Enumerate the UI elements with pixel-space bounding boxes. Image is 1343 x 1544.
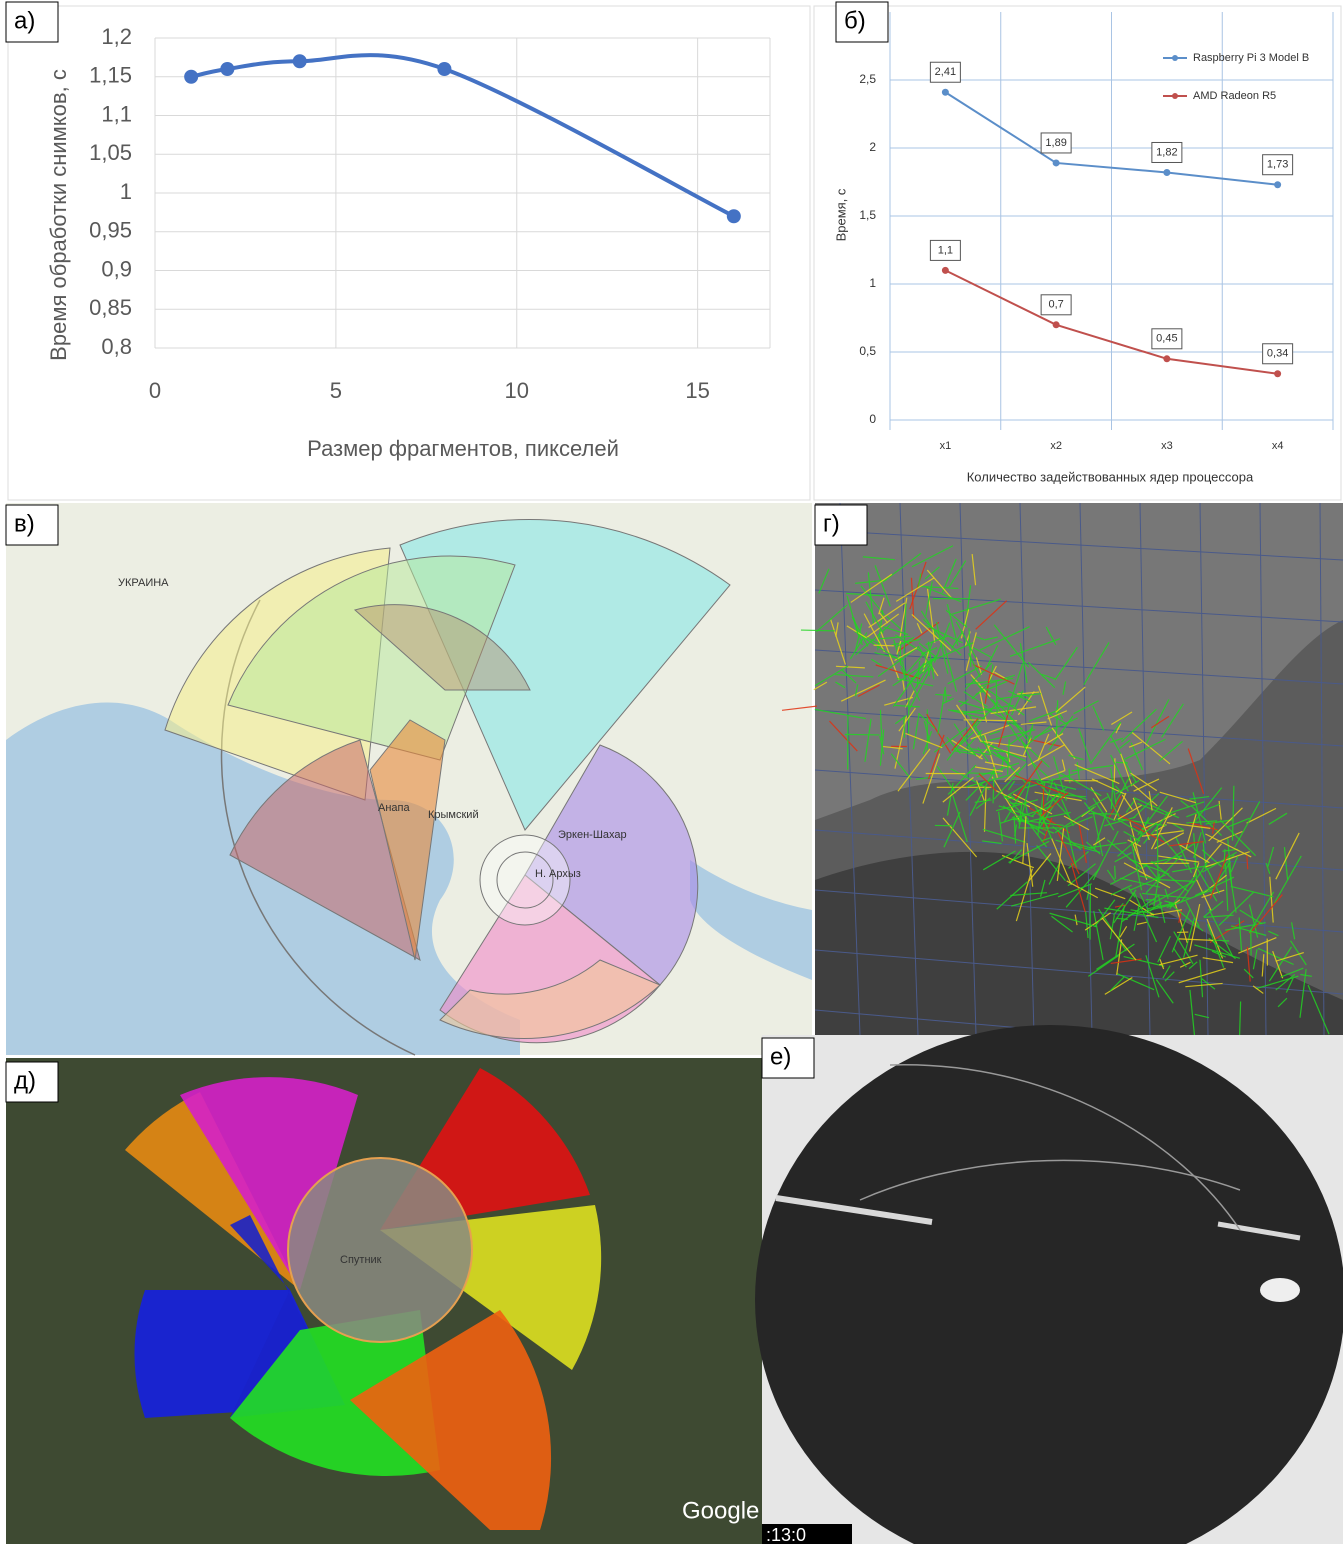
data-label: 2,41 <box>935 66 956 78</box>
marker <box>220 62 234 76</box>
track <box>1157 825 1158 877</box>
ring <box>480 835 570 925</box>
glare <box>1260 1278 1300 1302</box>
panel-label: е) <box>770 1043 791 1070</box>
satellite-panel: Спутник Google <box>6 1058 762 1544</box>
panel-label: а) <box>14 7 35 34</box>
marker <box>1163 355 1170 362</box>
data-label: 1,89 <box>1045 137 1066 149</box>
data-label: 0,7 <box>1048 299 1063 311</box>
y-tick-label: 1,15 <box>89 63 132 88</box>
y-tick-label: 0,9 <box>101 256 132 281</box>
y-tick-label: 0,5 <box>859 344 876 358</box>
data-label: 1,73 <box>1267 159 1288 171</box>
marker <box>437 62 451 76</box>
data-label: 0,45 <box>1156 333 1177 345</box>
marker <box>1053 159 1060 166</box>
y-tick-label: 1,5 <box>859 208 876 222</box>
y-tick-label: 0,85 <box>89 295 132 320</box>
map-label: Крымский <box>428 809 479 821</box>
x-axis-label: Количество задействованных ядер процессо… <box>967 469 1254 484</box>
ring <box>288 1158 472 1342</box>
y-tick-label: 2 <box>869 140 876 154</box>
marker <box>184 70 198 84</box>
camera-panel: :13:0 <box>755 1025 1343 1544</box>
track-panel <box>782 503 1343 1056</box>
map-label: Спутник <box>340 1254 382 1266</box>
marker <box>293 54 307 68</box>
track <box>874 645 894 646</box>
x-axis-label: Размер фрагментов, пикселей <box>307 436 619 461</box>
marker <box>1274 370 1281 377</box>
map-label: УКРАИНА <box>118 577 169 589</box>
marker <box>942 89 949 96</box>
x-tick-label: x1 <box>940 440 952 452</box>
marker <box>727 209 741 223</box>
y-tick-label: 1,05 <box>89 140 132 165</box>
y-tick-label: 0,95 <box>89 218 132 243</box>
y-tick-label: 0 <box>869 412 876 426</box>
panel-label: б) <box>844 7 866 34</box>
x-tick-label: 5 <box>330 378 342 403</box>
panel-label: в) <box>14 510 35 537</box>
x-tick-label: x2 <box>1050 440 1062 452</box>
y-tick-label: 1 <box>869 276 876 290</box>
map-label: Анапа <box>378 802 410 814</box>
map-label: Эркен-Шахар <box>558 829 627 841</box>
y-tick-label: 1,1 <box>101 101 132 126</box>
x-tick-label: 10 <box>505 378 529 403</box>
y-tick-label: 2,5 <box>859 72 876 86</box>
map-panel: УКРАИНА Анапа Крымский Эркен-Шахар Н. Ар… <box>6 503 812 1055</box>
timestamp: :13:0 <box>766 1525 806 1544</box>
y-axis-label: Время обработки снимков, с <box>46 69 71 361</box>
data-label: 1,1 <box>938 244 953 256</box>
data-label: 1,82 <box>1156 146 1177 158</box>
track <box>1115 866 1116 879</box>
watermark: Google <box>682 1497 759 1524</box>
marker <box>1053 321 1060 328</box>
x-tick-label: x4 <box>1272 440 1284 452</box>
x-tick-label: 15 <box>685 378 709 403</box>
track <box>845 734 880 735</box>
legend-swatch <box>1172 93 1178 99</box>
data-label: 0,34 <box>1267 348 1288 360</box>
y-axis-label: Время, с <box>833 188 848 241</box>
legend-label: AMD Radeon R5 <box>1193 90 1276 102</box>
y-tick-label: 1 <box>120 179 132 204</box>
track <box>904 717 905 738</box>
marker <box>1163 169 1170 176</box>
panel-label: г) <box>823 510 840 537</box>
x-tick-label: x3 <box>1161 440 1173 452</box>
x-tick-label: 0 <box>149 378 161 403</box>
marker <box>942 267 949 274</box>
marker <box>1274 181 1281 188</box>
track <box>964 720 1018 721</box>
y-tick-label: 0,8 <box>101 334 132 359</box>
panel-label: д) <box>14 1067 36 1094</box>
y-tick-label: 1,2 <box>101 24 132 49</box>
legend-swatch <box>1172 55 1178 61</box>
figure: УКРАИНА Анапа Крымский Эркен-Шахар Н. Ар… <box>0 0 1343 1544</box>
map-label: Н. Архыз <box>535 868 581 880</box>
legend-label: Raspberry Pi 3 Model B <box>1193 52 1309 64</box>
track <box>801 630 835 631</box>
